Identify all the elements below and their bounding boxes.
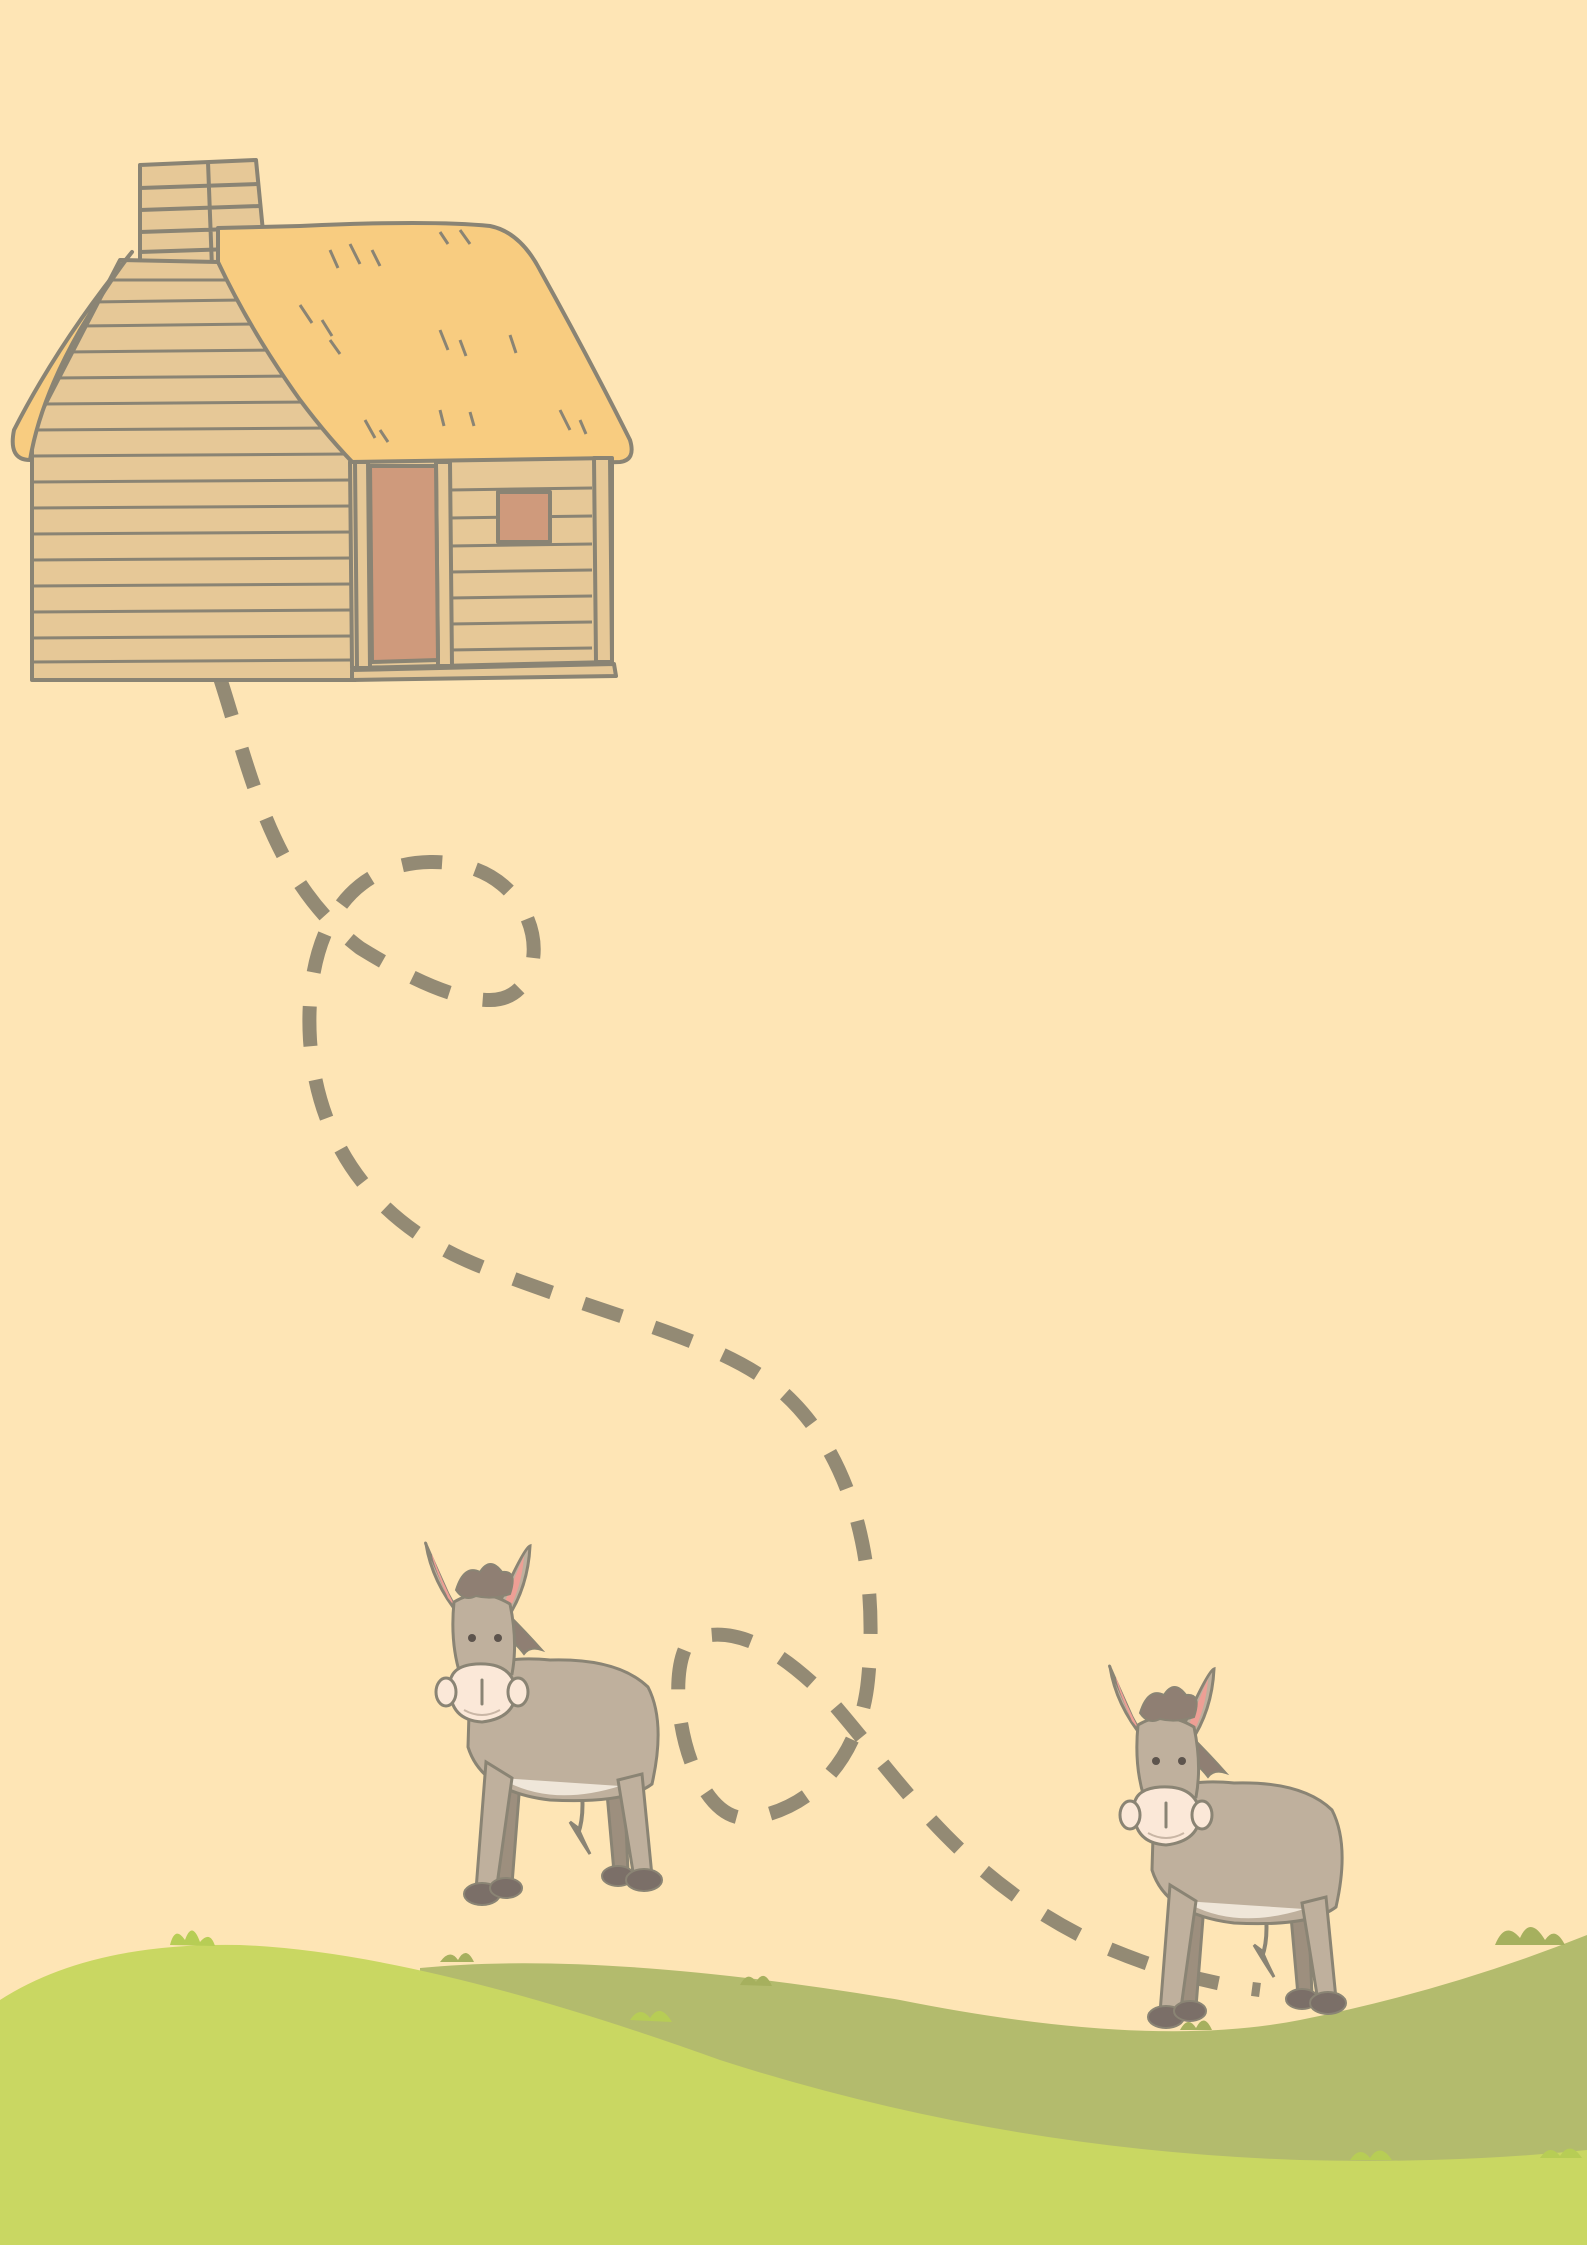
front-hill: [0, 1944, 1587, 2245]
cabin-door: [368, 464, 440, 664]
dashed-path: [213, 675, 1261, 1997]
cabin-window: [496, 490, 552, 544]
door-frame-left: [353, 460, 372, 670]
grass-tufts: [170, 1926, 1582, 2160]
corner-post: [592, 456, 614, 664]
log-cabin: [10, 158, 634, 682]
thatched-roof: [10, 221, 634, 472]
